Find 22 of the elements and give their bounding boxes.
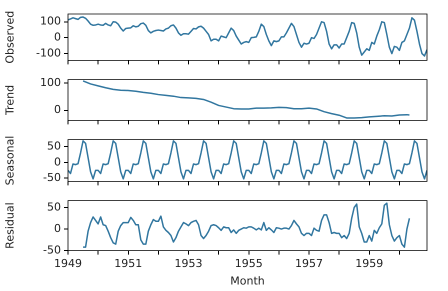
y-tick-label: 0 xyxy=(54,103,61,116)
x-tick-label: 1953 xyxy=(174,257,203,270)
x-tick-label: 1951 xyxy=(114,257,142,270)
x-tick-label: 1959 xyxy=(355,257,384,270)
y-tick-label: 100 xyxy=(40,76,61,89)
y-tick-label: 100 xyxy=(40,14,61,28)
y-axis-title: Seasonal xyxy=(3,136,16,186)
y-tick-label: -50 xyxy=(43,171,61,184)
y-tick-label: 50 xyxy=(47,200,61,214)
y-axis-title: Trend xyxy=(3,84,16,116)
y-tick-label: -100 xyxy=(36,46,61,60)
y-tick-label: 0 xyxy=(54,155,61,168)
y-tick-label: 0 xyxy=(54,30,61,44)
x-axis-title: Month xyxy=(230,274,265,288)
y-tick-label: 50 xyxy=(47,139,61,152)
x-tick-label: 1949 xyxy=(54,257,82,270)
y-tick-label: -50 xyxy=(43,243,61,256)
x-tick-label: 1955 xyxy=(234,257,263,270)
y-axis-title: Observed xyxy=(3,10,16,64)
y-axis-title: Residual xyxy=(3,202,16,249)
x-tick-label: 1957 xyxy=(295,257,324,270)
y-tick-label: 0 xyxy=(54,222,61,235)
